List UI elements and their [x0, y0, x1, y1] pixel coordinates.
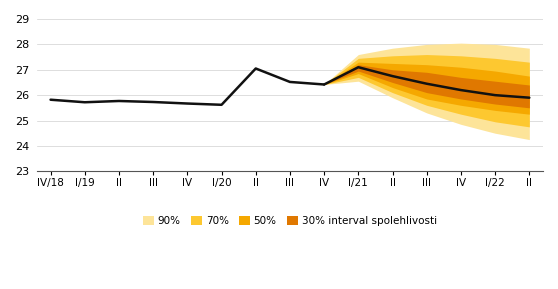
- Legend: 90%, 70%, 50%, 30% interval spolehlivosti: 90%, 70%, 50%, 30% interval spolehlivost…: [139, 212, 441, 230]
